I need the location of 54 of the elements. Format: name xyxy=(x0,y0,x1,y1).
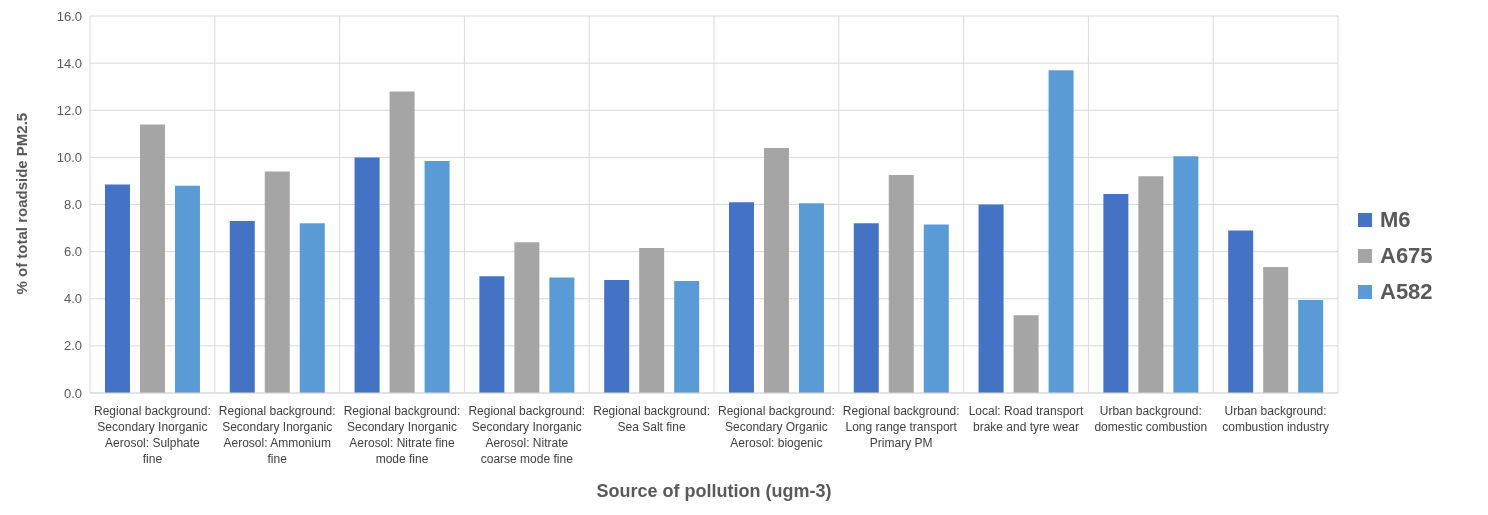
bar xyxy=(923,224,949,393)
bar xyxy=(424,160,450,393)
bar xyxy=(514,242,540,393)
bar xyxy=(1013,315,1039,393)
legend-label: A582 xyxy=(1380,278,1433,305)
bar xyxy=(1138,176,1164,393)
bar xyxy=(763,147,789,393)
x-axis-title: Source of pollution (ugm-3) xyxy=(596,481,832,501)
y-tick-label: 2.0 xyxy=(63,338,82,354)
bar xyxy=(1228,230,1254,393)
bar xyxy=(1048,70,1074,393)
legend-label: M6 xyxy=(1380,206,1411,233)
x-tick-label: Regional background: Secondary Organic Aerosol: biogenic xyxy=(718,404,835,450)
y-tick-label: 16.0 xyxy=(56,8,82,24)
bar xyxy=(1263,266,1289,393)
bar xyxy=(1173,156,1199,393)
bar xyxy=(354,157,380,393)
bar xyxy=(639,248,665,393)
x-tick-label: Regional background: Secondary Inorganic Aerosol: Nitrate coarse mode fine xyxy=(468,404,586,466)
y-tick-label: 4.0 xyxy=(63,291,82,307)
x-tick-label: Regional background: Secondary Inorganic Aerosol: Sulphate fine xyxy=(94,404,211,466)
bar xyxy=(888,175,914,393)
y-axis-title: % of total roadside PM2.5 xyxy=(13,112,31,295)
bar xyxy=(1103,193,1129,393)
y-tick-label: 6.0 xyxy=(63,244,82,260)
y-tick-label: 12.0 xyxy=(56,102,82,118)
x-tick-label: Regional background: Sea Salt fine xyxy=(593,404,710,434)
bar xyxy=(798,203,824,393)
bar xyxy=(479,276,505,393)
bar xyxy=(604,279,630,393)
y-tick-label: 0.0 xyxy=(63,385,82,401)
y-tick-label: 10.0 xyxy=(56,149,82,165)
bar xyxy=(299,223,325,393)
bar xyxy=(104,184,130,393)
y-tick-label: 8.0 xyxy=(63,197,82,213)
bar xyxy=(674,281,700,393)
y-tick-label: 14.0 xyxy=(56,55,82,71)
x-tick-label: Regional background: Secondary Inorganic Aerosol: Ammonium fine xyxy=(218,404,336,466)
x-tick-label: Urban background: combustion industry xyxy=(1222,404,1329,434)
bar xyxy=(549,277,575,393)
x-tick-label: Local: Road transport brake and tyre wear xyxy=(968,404,1085,434)
bar xyxy=(139,124,165,393)
bar xyxy=(853,223,879,393)
x-tick-label: Urban background: domestic combustion xyxy=(1094,404,1208,434)
x-tick-label: Regional background: Long range transport Primary PM xyxy=(842,404,960,450)
bar xyxy=(264,171,290,393)
bar xyxy=(978,204,1004,393)
legend-label: A675 xyxy=(1380,242,1433,269)
x-tick-label: Regional background: Secondary Inorganic Aerosol: Nitrate fine mode fine xyxy=(343,404,461,466)
bar xyxy=(1298,299,1324,393)
bar xyxy=(174,185,200,393)
bar xyxy=(728,202,754,393)
bar xyxy=(229,220,255,393)
bar xyxy=(389,91,415,393)
